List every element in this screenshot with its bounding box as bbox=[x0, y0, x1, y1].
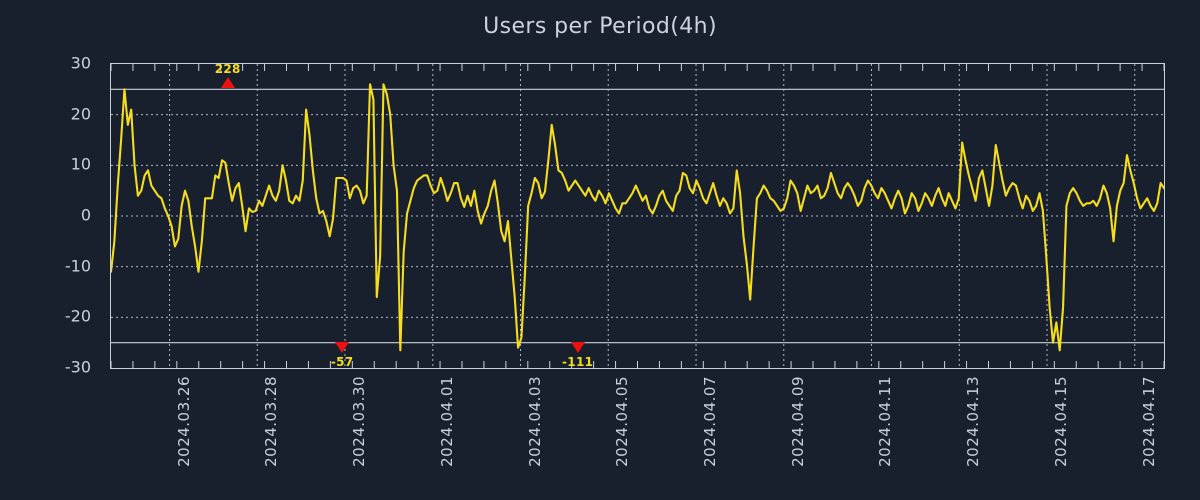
gridlines bbox=[111, 64, 1164, 368]
x-axis-tick-label: 2024.04.17 bbox=[1139, 376, 1158, 467]
x-axis-tick-label: 2024.03.30 bbox=[349, 376, 368, 467]
x-axis-tick-label: 2024.03.28 bbox=[262, 376, 281, 467]
y-axis-tick-label: 10 bbox=[70, 154, 91, 174]
anomaly-marker-down[interactable] bbox=[570, 341, 585, 353]
x-axis-tick-label: 2024.04.03 bbox=[525, 376, 544, 467]
anomaly-value-label: -57 bbox=[330, 354, 354, 369]
threshold-lines bbox=[111, 88, 1164, 344]
y-axis-tick-label: 0 bbox=[80, 205, 91, 225]
y-axis-tick-label: -20 bbox=[64, 306, 91, 326]
anomaly-marker-up[interactable] bbox=[220, 77, 235, 89]
x-axis-tick-label: 2024.04.05 bbox=[613, 376, 632, 467]
plot-inner bbox=[111, 64, 1164, 368]
anomaly-marker-down[interactable] bbox=[335, 341, 350, 353]
data-series-line bbox=[111, 83, 1164, 352]
x-axis-tick-label: 2024.04.07 bbox=[701, 376, 720, 467]
anomaly-value-label: 228 bbox=[214, 62, 241, 77]
axis-ticks bbox=[111, 64, 1164, 368]
y-axis-tick-label: -10 bbox=[64, 256, 91, 276]
x-axis-tick-label: 2024.04.11 bbox=[876, 376, 895, 467]
y-axis-tick-label: 30 bbox=[70, 53, 91, 73]
chart-title: Users per Period(4h) bbox=[483, 14, 717, 39]
chart-svg bbox=[111, 64, 1164, 368]
x-axis-tick-label: 2024.04.09 bbox=[788, 376, 807, 467]
x-axis-tick-label: 2024.04.15 bbox=[1052, 376, 1070, 467]
x-axis-tick-label: 2024.04.13 bbox=[964, 376, 983, 467]
y-axis-tick-label: -30 bbox=[64, 357, 91, 377]
x-axis-tick-label: 2024.03.26 bbox=[174, 376, 193, 467]
anomaly-value-label: -111 bbox=[562, 354, 594, 369]
y-axis-tick-label: 20 bbox=[70, 104, 91, 124]
plot-area bbox=[110, 63, 1165, 369]
x-axis-tick-label: 2024.04.01 bbox=[437, 376, 456, 467]
